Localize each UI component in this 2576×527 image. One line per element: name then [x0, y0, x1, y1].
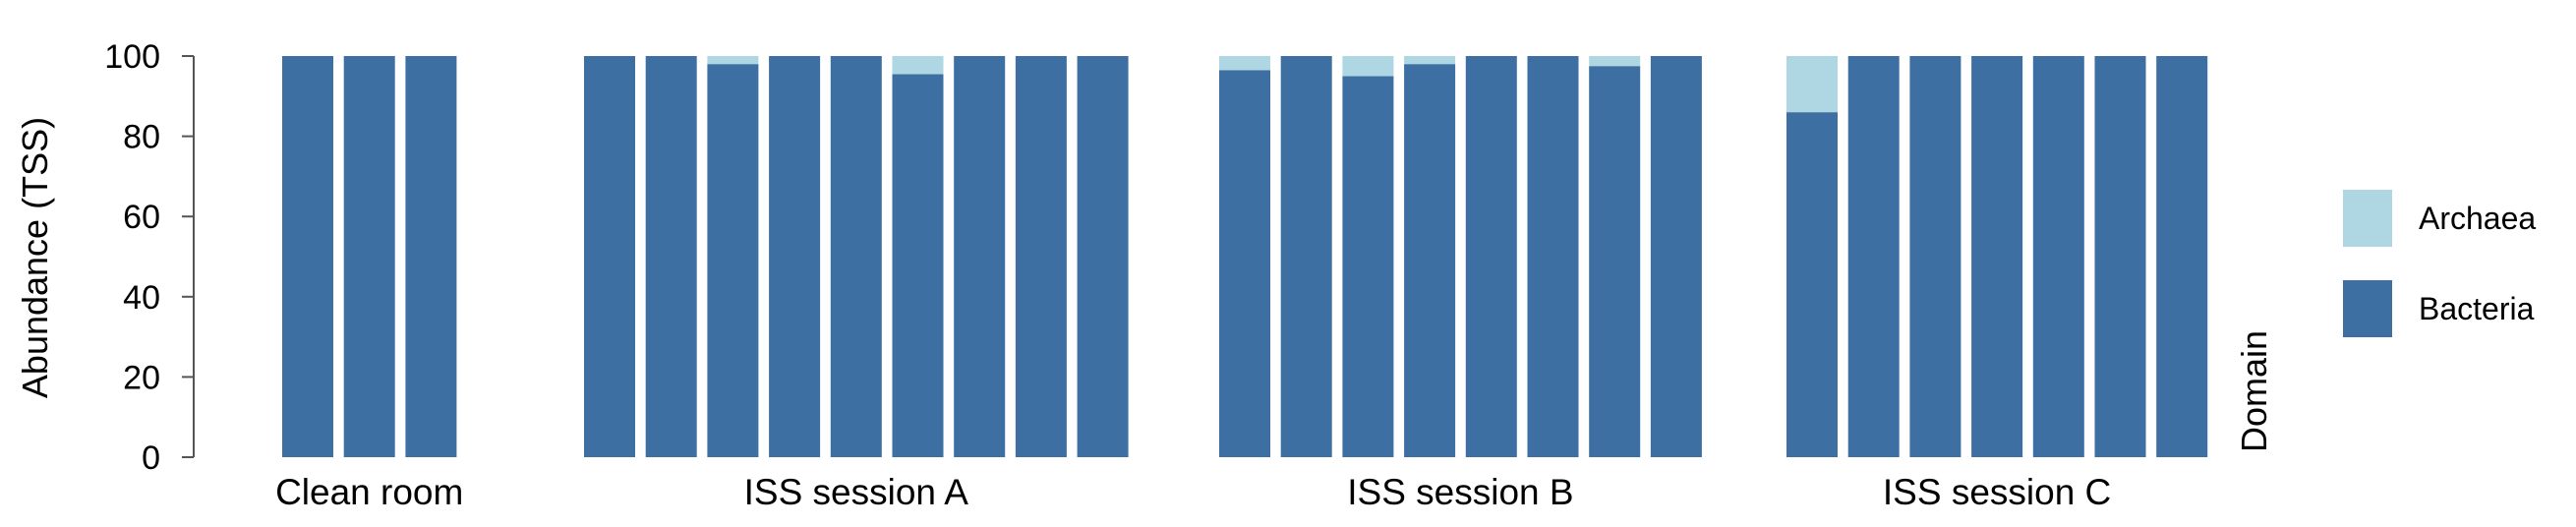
bar-bacteria-g4-7: [2156, 56, 2208, 457]
y-tick-label-0: 0: [142, 439, 160, 477]
bar-bacteria-g2-3: [707, 64, 759, 457]
bar-bacteria-g4-3: [1909, 56, 1961, 457]
bar-bacteria-g3-7: [1589, 66, 1641, 457]
bar-bacteria-g3-5: [1465, 56, 1517, 457]
bar-bacteria-g3-3: [1342, 76, 1394, 458]
bar-bacteria-g2-6: [892, 74, 944, 458]
group-label-4: ISS session C: [1883, 472, 2111, 512]
y-tick-label-40: 40: [123, 279, 160, 317]
y-axis: 0 20 40 60 80 100: [104, 38, 195, 477]
bar-bacteria-g2-9: [1077, 56, 1129, 457]
bar-bacteria-g3-4: [1404, 64, 1456, 457]
group-label-3: ISS session B: [1347, 472, 1573, 512]
bar-bacteria-g4-6: [2094, 56, 2146, 457]
bar-bacteria-g2-1: [584, 56, 635, 457]
bar-bacteria-g1-3: [405, 56, 457, 457]
group-label-1: Clean room: [275, 472, 463, 512]
bar-archaea-g2-3: [707, 56, 759, 65]
bar-archaea-g4-1: [1786, 56, 1838, 113]
legend-swatch-bacteria: [2343, 280, 2392, 337]
bar-bacteria-g3-1: [1219, 70, 1270, 457]
bar-bacteria-g3-6: [1527, 56, 1579, 457]
bar-bacteria-g4-4: [1971, 56, 2023, 457]
bar-archaea-g3-7: [1589, 56, 1641, 67]
bar-bacteria-g4-2: [1847, 56, 1900, 457]
bar-archaea-g3-4: [1404, 56, 1456, 65]
bar-archaea-g3-3: [1342, 56, 1394, 77]
y-axis-title: Abundance (TSS): [15, 117, 55, 398]
bar-bacteria-g2-4: [769, 56, 821, 457]
legend: Archaea Bacteria: [2343, 190, 2536, 337]
legend-label-bacteria: Bacteria: [2419, 291, 2535, 326]
bar-bacteria-g2-2: [645, 56, 697, 457]
y-tick-label-80: 80: [123, 119, 160, 156]
bar-archaea-g2-6: [892, 56, 944, 75]
group-labels: Clean room ISS session A ISS session B ISS …: [275, 472, 2111, 512]
bar-bacteria-g1-2: [343, 56, 395, 457]
bars: [282, 56, 2208, 458]
legend-title: Domain: [2234, 330, 2274, 452]
y-tick-label-60: 60: [123, 199, 160, 236]
bar-bacteria-g1-1: [282, 56, 333, 457]
legend-swatch-archaea: [2343, 190, 2392, 247]
bar-bacteria-g2-7: [954, 56, 1006, 457]
bar-archaea-g3-1: [1219, 56, 1270, 71]
bar-bacteria-g4-1: [1786, 112, 1838, 458]
bar-bacteria-g4-5: [2032, 56, 2084, 457]
bar-bacteria-g3-8: [1650, 56, 1702, 457]
bar-bacteria-g3-2: [1280, 56, 1332, 457]
y-tick-label-100: 100: [104, 38, 160, 76]
y-tick-label-20: 20: [123, 359, 160, 396]
bar-bacteria-g2-5: [830, 56, 882, 457]
bar-bacteria-g2-8: [1015, 56, 1067, 457]
group-label-2: ISS session A: [744, 472, 969, 512]
legend-label-archaea: Archaea: [2419, 201, 2536, 236]
